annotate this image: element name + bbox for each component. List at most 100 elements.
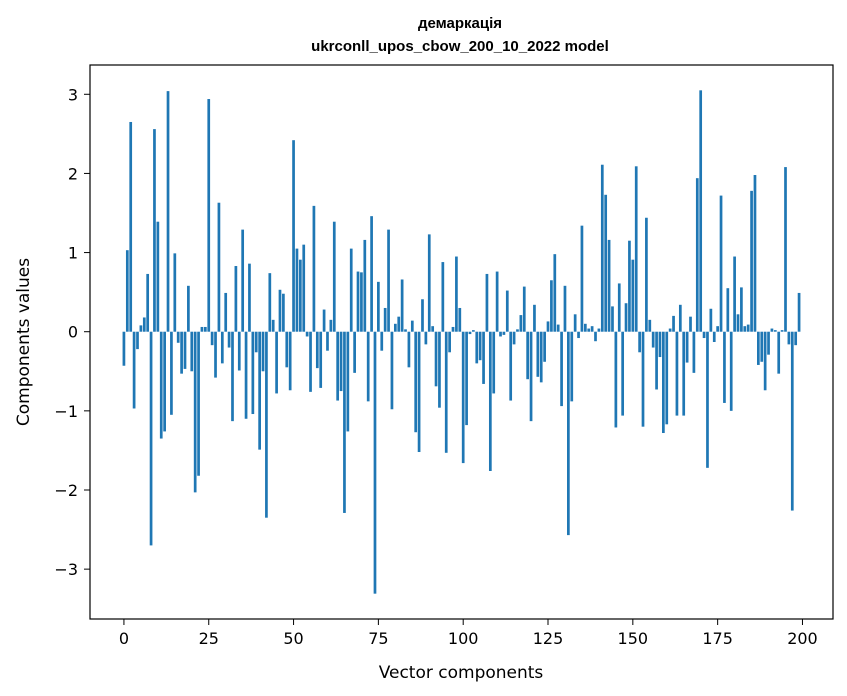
y-tick-label: −1 [54,402,78,421]
bar-157 [655,332,658,390]
bar-41 [262,332,265,372]
bar-167 [689,317,692,332]
bar-195 [784,167,787,332]
bar-12 [163,332,166,432]
bar-95 [445,332,448,453]
x-axis-ticks: 0 25 50 75 100 125 150 175 200 [119,619,818,648]
bar-176 [720,196,723,332]
bar-93 [438,332,441,408]
bar-139 [594,332,597,342]
bar-77 [384,308,387,332]
bar-97 [452,327,455,332]
bar-10 [157,222,160,332]
bar-129 [560,332,563,406]
y-tick-label: 2 [68,164,78,183]
bar-186 [754,175,757,332]
bar-18 [184,332,187,369]
bar-49 [289,332,292,391]
bar-115 [513,332,516,345]
bar-106 [482,332,485,384]
bar-171 [703,332,706,338]
bar-118 [523,287,526,332]
x-tick-label: 0 [119,629,129,648]
bar-158 [659,332,662,357]
bar-197 [791,332,794,511]
bar-43 [268,273,271,332]
bar-3 [133,332,136,409]
bar-75 [377,282,380,332]
bar-79 [391,332,394,410]
x-tick-label: 125 [533,629,564,648]
bar-131 [567,332,570,535]
bar-82 [401,279,404,331]
x-tick-label: 50 [283,629,303,648]
x-tick-label: 100 [448,629,479,648]
bar-163 [676,332,679,416]
bar-0 [123,332,126,366]
bar-21 [194,332,197,493]
bar-111 [499,332,502,337]
bar-37 [248,264,251,332]
bar-114 [509,332,512,401]
bar-183 [743,326,746,332]
bar-19 [187,286,190,332]
bar-45 [275,332,278,394]
y-tick-label: 1 [68,244,78,263]
bar-108 [489,332,492,471]
bar-4 [136,332,139,349]
bar-187 [757,332,760,365]
y-axis-label: Components values [14,258,34,426]
bar-116 [516,329,519,331]
bar-85 [411,321,414,332]
bar-198 [794,332,797,345]
bar-191 [771,329,774,332]
bar-15 [173,253,176,331]
bar-76 [380,332,383,351]
chart-title-line2: ukrconll_upos_cbow_200_10_2022 model [311,38,609,55]
bar-8 [150,332,153,546]
bar-175 [716,326,719,332]
bars-group [123,90,801,593]
bar-91 [431,326,434,332]
bar-165 [682,332,685,416]
bar-140 [598,329,601,332]
bar-34 [238,332,241,371]
bar-122 [536,332,539,377]
bar-71 [363,240,366,332]
bar-181 [737,314,740,331]
bar-48 [285,332,288,368]
bar-35 [241,230,244,332]
bar-196 [788,332,791,345]
bar-52 [299,260,302,332]
bar-117 [520,315,523,332]
bar-27 [214,332,217,378]
bar-149 [628,241,631,332]
bar-84 [408,332,411,368]
bar-72 [367,332,370,402]
bar-47 [282,294,285,332]
bar-124 [543,332,546,362]
bar-193 [777,332,780,374]
bar-25 [207,99,210,332]
bar-185 [750,191,753,332]
bar-136 [584,324,587,332]
bar-13 [167,91,170,332]
bar-146 [618,283,621,331]
bar-128 [557,325,560,332]
bar-172 [706,332,709,468]
bar-74 [374,332,377,594]
bar-192 [774,330,777,332]
bar-138 [591,326,594,332]
bar-105 [479,332,482,360]
bar-174 [713,332,716,342]
bar-80 [394,324,397,332]
bar-107 [486,274,489,332]
bar-161 [669,329,672,332]
bar-145 [615,332,618,428]
bar-188 [760,332,763,362]
bar-94 [441,262,444,332]
bar-168 [693,332,696,373]
bar-30 [224,293,227,332]
bar-112 [503,332,506,335]
